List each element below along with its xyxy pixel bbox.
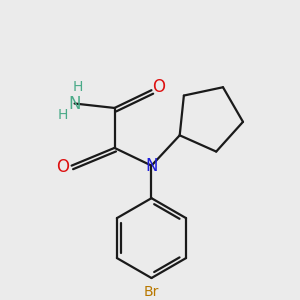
Text: H: H	[72, 80, 83, 94]
Text: O: O	[152, 78, 165, 96]
Text: H: H	[58, 108, 68, 122]
Text: Br: Br	[144, 285, 159, 299]
Text: N: N	[145, 157, 158, 175]
Text: O: O	[56, 158, 69, 176]
Text: N: N	[68, 94, 81, 112]
